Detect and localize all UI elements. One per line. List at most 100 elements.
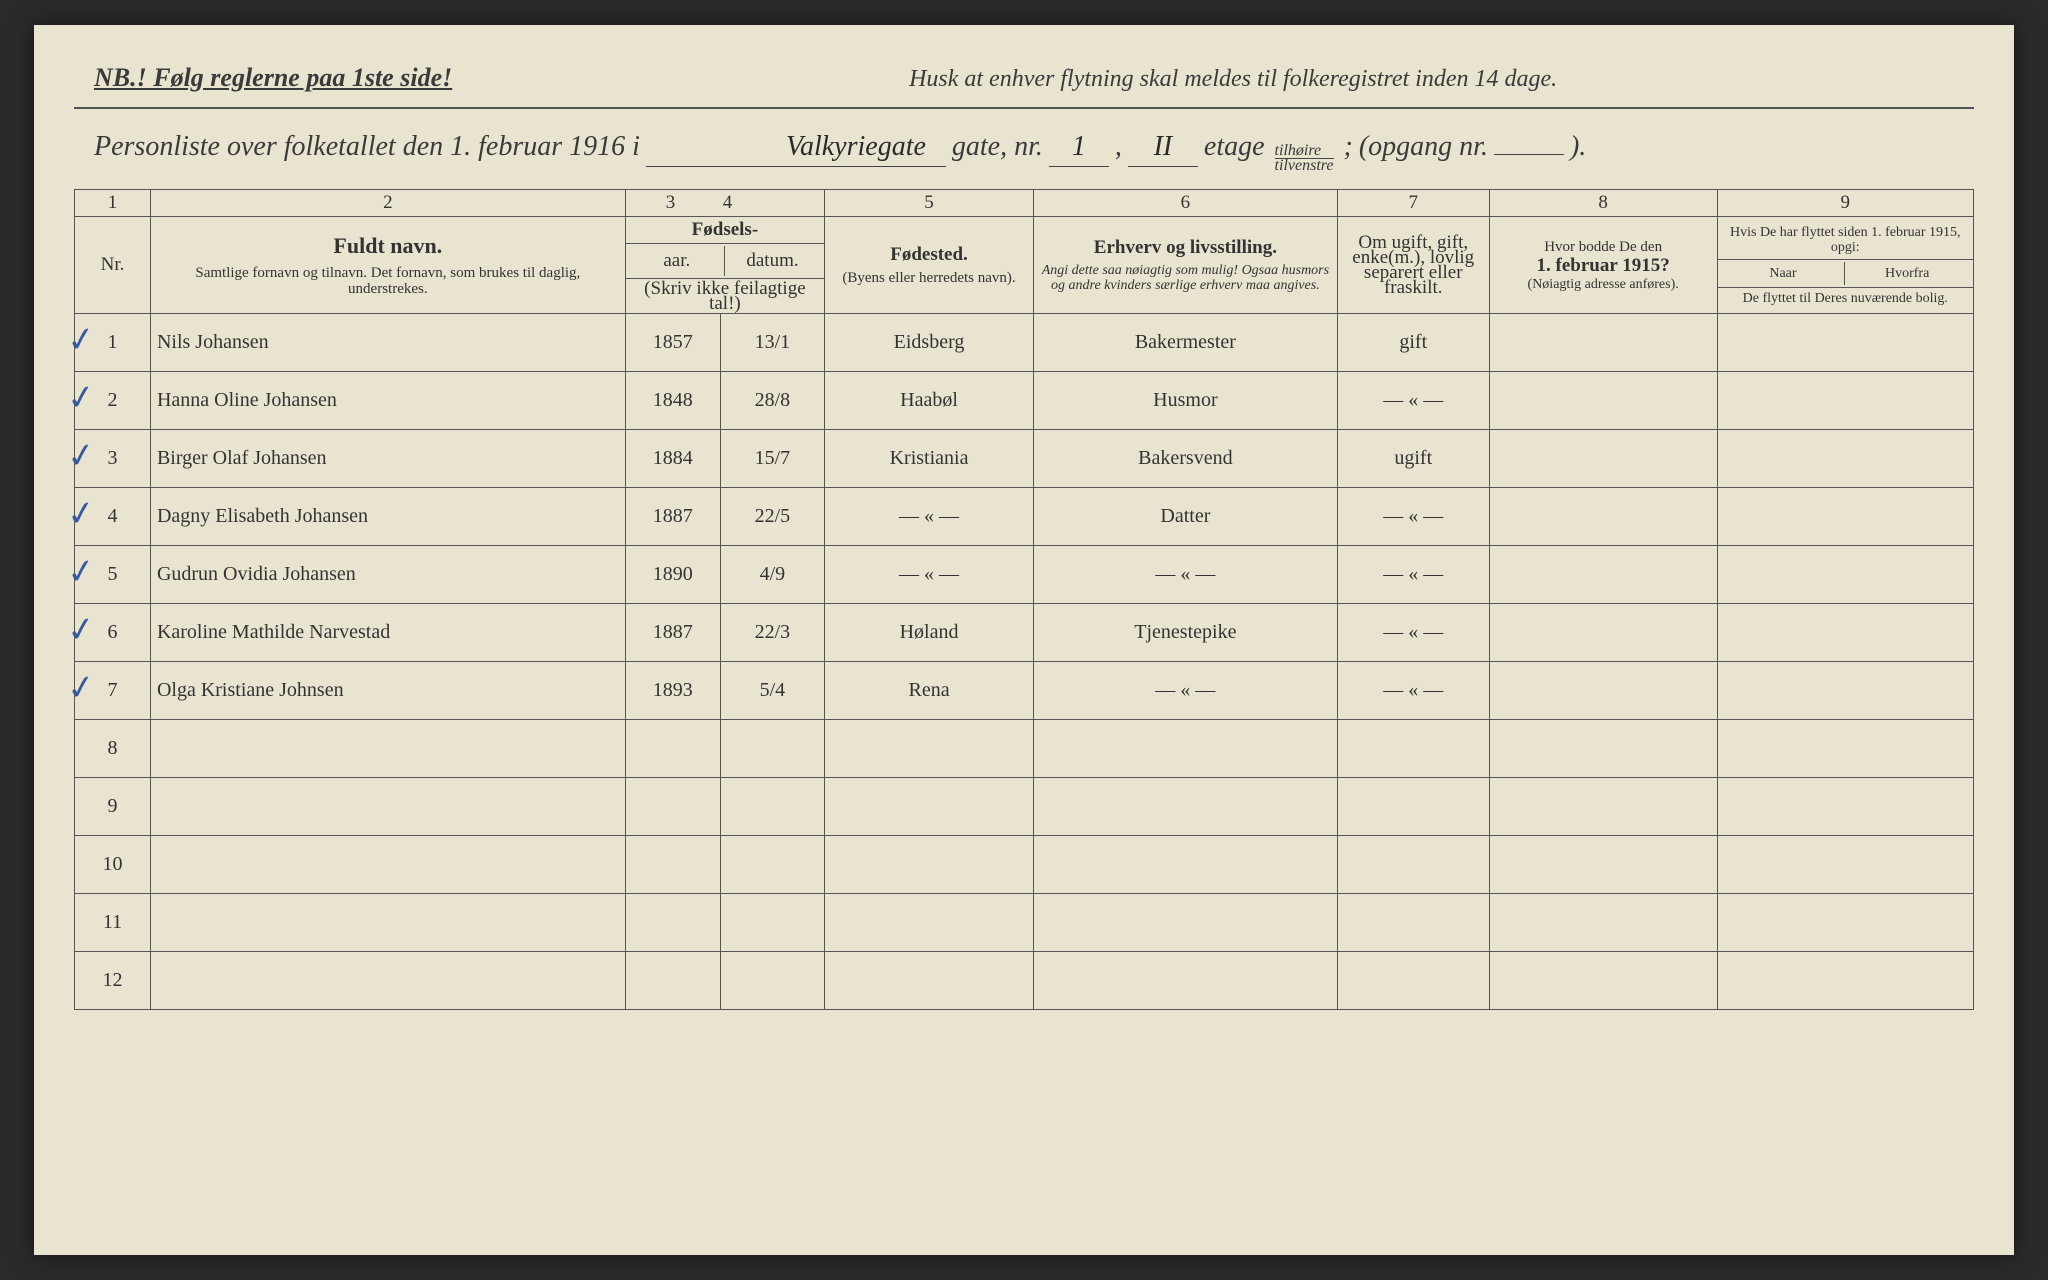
cell-moved	[1717, 662, 1973, 720]
col-occupation: Erhverv og livsstilling. Angi dette saa …	[1033, 217, 1337, 314]
row-number: 9	[75, 778, 151, 836]
cell-prev-address	[1489, 372, 1717, 430]
row-number: 12	[75, 952, 151, 1010]
cell-occupation: — « —	[1033, 546, 1337, 604]
cell-year: 1884	[625, 430, 720, 488]
cell-year: 1890	[625, 546, 720, 604]
cell-name: Nils Johansen	[150, 314, 625, 372]
colnum-8: 8	[1489, 190, 1717, 217]
cell-occupation: Datter	[1033, 488, 1337, 546]
table-row-empty: 11	[75, 894, 1974, 952]
check-mark: ✓	[64, 376, 98, 420]
colnum-row: 1 2 3 4 5 6 7 8 9	[75, 190, 1974, 217]
row-number: ✓6	[75, 604, 151, 662]
datum-label: datum.	[725, 246, 820, 276]
cell-occupation: Tjenestepike	[1033, 604, 1337, 662]
cell-name: Karoline Mathilde Narvestad	[150, 604, 625, 662]
close-paren: ).	[1570, 131, 1586, 163]
side-fraction: tilhøire tilvenstre	[1275, 144, 1334, 173]
table-row-empty: 10	[75, 836, 1974, 894]
naar-label: Naar	[1722, 262, 1846, 285]
colnum-2: 2	[150, 190, 625, 217]
cell-civil: gift	[1337, 314, 1489, 372]
erhverv-label: Erhverv og livsstilling.	[1040, 237, 1331, 259]
row-number: ✓5	[75, 546, 151, 604]
table-row: ✓2Hanna Oline Johansen184828/8HaabølHusm…	[75, 372, 1974, 430]
row-number: ✓2	[75, 372, 151, 430]
cell-year: 1848	[625, 372, 720, 430]
bodde-label: Hvor bodde De den	[1496, 239, 1711, 255]
row-number: ✓3	[75, 430, 151, 488]
fodested-label: Fødested.	[831, 244, 1027, 266]
check-mark: ✓	[64, 608, 98, 652]
personliste-prefix: Personliste over folketallet den 1. febr…	[94, 131, 640, 163]
census-table: 1 2 3 4 5 6 7 8 9 Nr. Fuldt navn. Samtli…	[74, 189, 1974, 1010]
cell-date: 13/1	[720, 314, 824, 372]
col-nr: Nr.	[75, 217, 151, 314]
semicolon: ;	[1344, 131, 1353, 163]
cell-prev-address	[1489, 488, 1717, 546]
aar-label: aar.	[630, 246, 725, 276]
fodsels-note: (Skriv ikke feilagtige tal!)	[625, 279, 824, 314]
cell-name: Dagny Elisabeth Johansen	[150, 488, 625, 546]
cell-name: Hanna Oline Johansen	[150, 372, 625, 430]
opgang-field	[1494, 121, 1564, 155]
col-name-sub: Samtlige fornavn og tilnavn. Det fornavn…	[157, 265, 619, 297]
cell-prev-address	[1489, 604, 1717, 662]
cell-birthplace: Haabøl	[825, 372, 1034, 430]
colnum-3: 3 4	[625, 190, 824, 217]
cell-civil: — « —	[1337, 546, 1489, 604]
cell-occupation: Husmor	[1033, 372, 1337, 430]
cell-name: Gudrun Ovidia Johansen	[150, 546, 625, 604]
colnum-5: 5	[825, 190, 1034, 217]
gate-nr-label: gate, nr.	[952, 131, 1043, 163]
cell-date: 22/3	[720, 604, 824, 662]
nb-notice: NB.! Følg reglerne paa 1ste side!	[94, 63, 452, 93]
col-birth: Fødsels- aar. datum.	[625, 217, 824, 279]
etage-field: II	[1128, 133, 1198, 167]
table-row: ✓7Olga Kristiane Johnsen18935/4Rena— « —…	[75, 662, 1974, 720]
hvorfra-label: Hvorfra	[1845, 262, 1969, 285]
table-row: ✓4Dagny Elisabeth Johansen188722/5— « —D…	[75, 488, 1974, 546]
table-row: ✓3Birger Olaf Johansen188415/7Kristiania…	[75, 430, 1974, 488]
row-number: 8	[75, 720, 151, 778]
col-prev-address: Hvor bodde De den 1. februar 1915? (Nøia…	[1489, 217, 1717, 314]
row-number: ✓7	[75, 662, 151, 720]
cell-prev-address	[1489, 430, 1717, 488]
cell-civil: — « —	[1337, 604, 1489, 662]
bodde-date: 1. februar 1915?	[1496, 255, 1711, 277]
table-row-empty: 9	[75, 778, 1974, 836]
colnum-1: 1	[75, 190, 151, 217]
census-form-page: NB.! Følg reglerne paa 1ste side! Husk a…	[34, 25, 2014, 1255]
cell-civil: — « —	[1337, 488, 1489, 546]
bodde-sub: (Nøiagtig adresse anføres).	[1496, 277, 1711, 292]
header-row: Nr. Fuldt navn. Samtlige fornavn og tiln…	[75, 217, 1974, 279]
row-number: 11	[75, 894, 151, 952]
cell-occupation: Bakersvend	[1033, 430, 1337, 488]
cell-moved	[1717, 430, 1973, 488]
cell-prev-address	[1489, 314, 1717, 372]
col-birthplace: Fødested. (Byens eller herredets navn).	[825, 217, 1034, 314]
header-line-2: Personliste over folketallet den 1. febr…	[74, 113, 1974, 183]
etage-label: etage	[1204, 131, 1265, 163]
row-number: ✓4	[75, 488, 151, 546]
check-mark: ✓	[64, 492, 98, 536]
row-number: 10	[75, 836, 151, 894]
table-row-empty: 8	[75, 720, 1974, 778]
colnum-6: 6	[1033, 190, 1337, 217]
table-row: ✓1Nils Johansen185713/1EidsbergBakermest…	[75, 314, 1974, 372]
cell-occupation: — « —	[1033, 662, 1337, 720]
cell-birthplace: Rena	[825, 662, 1034, 720]
fodested-sub: (Byens eller herredets navn).	[831, 270, 1027, 286]
cell-birthplace: — « —	[825, 488, 1034, 546]
cell-date: 28/8	[720, 372, 824, 430]
table-row: ✓6Karoline Mathilde Narvestad188722/3Høl…	[75, 604, 1974, 662]
cell-birthplace: — « —	[825, 546, 1034, 604]
fodsels-label: Fødsels-	[626, 217, 824, 244]
table-row-empty: 12	[75, 952, 1974, 1010]
cell-moved	[1717, 314, 1973, 372]
col-civil: Om ugift, gift, enke(m.), lovlig separer…	[1337, 217, 1489, 314]
check-mark: ✓	[64, 550, 98, 594]
flyttet-label: Hvis De har flyttet siden 1. februar 191…	[1718, 221, 1973, 260]
cell-date: 15/7	[720, 430, 824, 488]
